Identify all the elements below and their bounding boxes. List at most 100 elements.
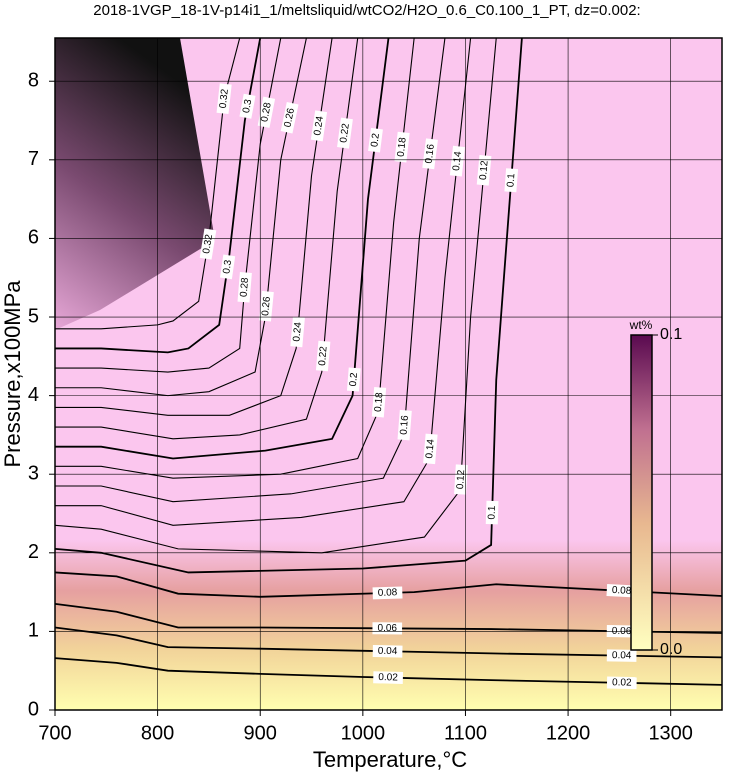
contour-line [55,38,472,526]
contour-label-bg [606,649,637,662]
contour-line [55,38,497,554]
y-tick-label: 2 [28,541,39,563]
contour-line [55,38,446,503]
contour-label-group: 0.16 [422,138,438,170]
x-tick-label: 1000 [341,722,386,744]
contour-label: 0.28 [239,277,252,298]
contour-line [55,38,390,460]
contour-label-group: 0.08 [606,584,637,598]
contour-label-bg [216,83,232,115]
contour-label-bg [485,500,499,525]
contour-label: 0.14 [451,150,464,171]
contour-label-bg [504,168,519,193]
contour-label-bg [239,93,256,119]
contour-label-bg [346,367,361,392]
contour-label: 0.06 [378,623,398,634]
contour-label: 0.18 [396,136,409,157]
contour-label-group: 0.18 [394,131,410,163]
contour-label-group: 0.14 [423,433,438,465]
y-tick-label: 1 [28,620,39,642]
contour-label-group: 0.08 [372,586,403,600]
contour-label: 0.08 [612,585,632,597]
y-tick-label: 3 [28,462,39,484]
chart-title: 2018-1VGP_18-1V-p14i1_1/meltsliquid/wtCO… [93,2,640,19]
x-axis-label: Temperature,°C [313,747,467,772]
contour-label: 0.16 [399,415,412,436]
contour-label: 0.24 [291,321,304,342]
contour-label-group: 0.12 [476,155,492,186]
contour-label-bg [449,145,465,177]
contour-label-bg [315,340,331,372]
y-tick-label: 8 [28,70,39,92]
contour-label: 0.28 [259,101,274,123]
contour-label-group: 0.02 [373,671,404,684]
contour-label-bg [280,102,299,134]
contour-label: 0.3 [241,98,254,114]
contour-line [55,38,262,354]
contour-label-bg [476,155,492,186]
contour-label-bg [310,110,328,142]
contour-label-group: 0.28 [257,96,276,128]
contour-label: 0.3 [221,259,234,275]
contour-label-bg [372,586,403,600]
contour-label: 0.08 [378,587,398,599]
contour-label-bg [337,117,353,149]
contour-label: 0.14 [424,438,437,459]
colorbar-label: wt% [629,318,653,332]
x-tick-label: 800 [141,722,174,744]
contour-label: 0.2 [369,132,382,148]
contour-line [55,38,415,479]
contour-label: 0.04 [612,650,632,661]
contour-line [55,38,359,440]
contour-label-bg [219,254,236,280]
contour-line [55,626,722,659]
contour-label: 0.26 [282,107,297,129]
contour-label-group: 0.18 [371,386,387,418]
contour-label-group: 0.06 [372,622,403,635]
contour-line [55,38,307,397]
colorbar-tick-label: 0.1 [660,326,682,343]
contour-label-group: 0.26 [280,102,299,134]
contour-label: 0.32 [218,88,231,109]
contour-line [55,38,523,574]
y-tick-label: 0 [28,698,39,720]
contour-label: 0.24 [312,115,326,136]
contour-label-bg [454,464,468,495]
contour-label-bg [259,290,274,322]
contour-label-bg [373,671,404,684]
contour-label: 0.1 [505,173,517,188]
plot-area [55,38,722,710]
x-tick-label: 1200 [546,722,591,744]
contour-label-group: 0.04 [372,644,403,658]
contour-label-group: 0.32 [216,83,232,115]
contour-line [55,603,722,634]
contours: 0.02 0.020.04 0.040.06 0.060.08 0.080.10.10.… [55,38,722,690]
contour-label-bg [237,272,252,303]
contour-label-bg [368,127,383,153]
contour-label-bg [371,386,387,418]
contour-label-group: 0.28 [237,272,252,303]
contour-line [55,38,333,416]
contour-label-group: 0.24 [290,316,305,348]
contour-label-bg [372,644,403,658]
axes: 700 800 900 1000 1100 1200 1300 0 1 2 3 4 5 6 7 8 [28,38,722,744]
contour-label-bg [397,409,412,441]
contour-label: 0.2 [348,372,360,387]
contour-label-group: 0.22 [337,117,353,149]
contour-label-group: 0.1 [485,500,499,525]
y-axis-label: Pressure,x100MPa [0,280,25,468]
contour-label-group: 0.04 [606,649,637,662]
dark-region [55,38,215,330]
contour-label-bg [257,96,276,128]
contour-label-group: 0.24 [310,110,328,142]
contour-label-group: 0.14 [449,145,465,177]
contour-label-bg [423,433,438,465]
contour-label-group: 0.3 [239,93,256,119]
contour-label: 0.02 [378,672,398,683]
contour-label-bg [606,584,637,598]
contour-label-group: 0.22 [315,340,331,372]
colorbar-bar [630,334,653,651]
y-tick-label: 5 [28,305,39,327]
x-tick-label: 1100 [444,722,487,744]
